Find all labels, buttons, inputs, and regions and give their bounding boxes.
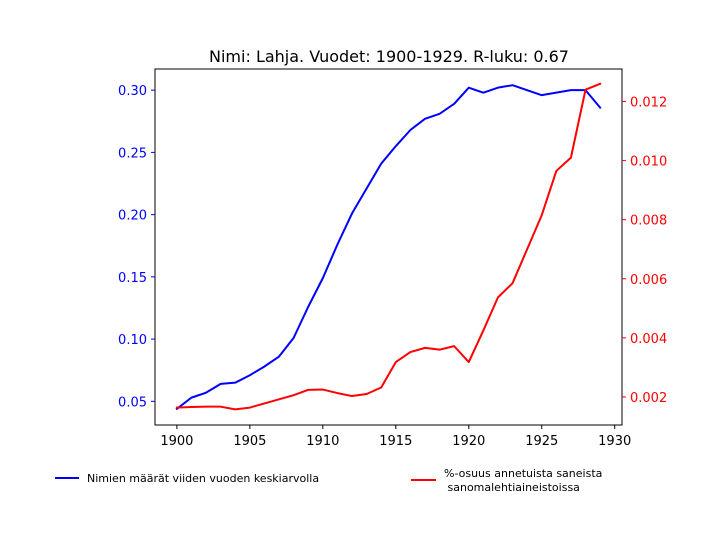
legend-label-2: %-osuus annetuista saneista sanomalehtia… <box>444 467 602 494</box>
legend-label-1: Nimien määrät viiden vuoden keskiarvolla <box>87 472 319 485</box>
y-right-tick-label: 0.008 <box>630 214 667 229</box>
y-right-tick-label: 0.006 <box>630 273 667 288</box>
y-right-tick-label: 0.010 <box>630 155 667 170</box>
y-left-tick-label: 0.10 <box>118 333 147 348</box>
x-tick-label: 1925 <box>525 434 558 449</box>
series-line-2 <box>175 82 602 411</box>
x-tick-label: 1920 <box>452 434 485 449</box>
y-right-tick-label: 0.004 <box>630 332 667 347</box>
x-tick-label: 1905 <box>233 434 266 449</box>
x-tick-label: 1915 <box>379 434 412 449</box>
y-left-tick-label: 0.30 <box>118 84 147 99</box>
y-right-tick-label: 0.012 <box>630 95 667 110</box>
plot-area: 1900 1905 1910 1915 1920 1925 1930 0.05 0.10 0.15… <box>118 68 667 449</box>
y-left-tick-label: 0.20 <box>118 209 147 224</box>
y-right-tick-label: 0.002 <box>630 391 667 406</box>
series-line-1 <box>175 84 602 411</box>
y-left-tick-label: 0.25 <box>118 146 147 161</box>
y-left-tick-label: 0.15 <box>118 271 147 286</box>
chart-title: Nimi: Lahja. Vuodet: 1900-1929. R-luku: … <box>209 47 569 66</box>
x-tick-label: 1900 <box>160 434 193 449</box>
legend-label-line: %-osuus annetuista saneista <box>444 467 602 480</box>
plot-frame <box>154 68 623 426</box>
x-tick-label: 1910 <box>306 434 339 449</box>
legend-label-line: Nimien määrät viiden vuoden keskiarvolla <box>87 472 319 485</box>
y-left-tick-label: 0.05 <box>118 395 147 410</box>
legend-label-line: sanomalehtiaineistoissa <box>444 481 580 494</box>
legend: Nimien määrät viiden vuoden keskiarvolla… <box>55 467 602 494</box>
x-tick-label: 1930 <box>598 434 631 449</box>
